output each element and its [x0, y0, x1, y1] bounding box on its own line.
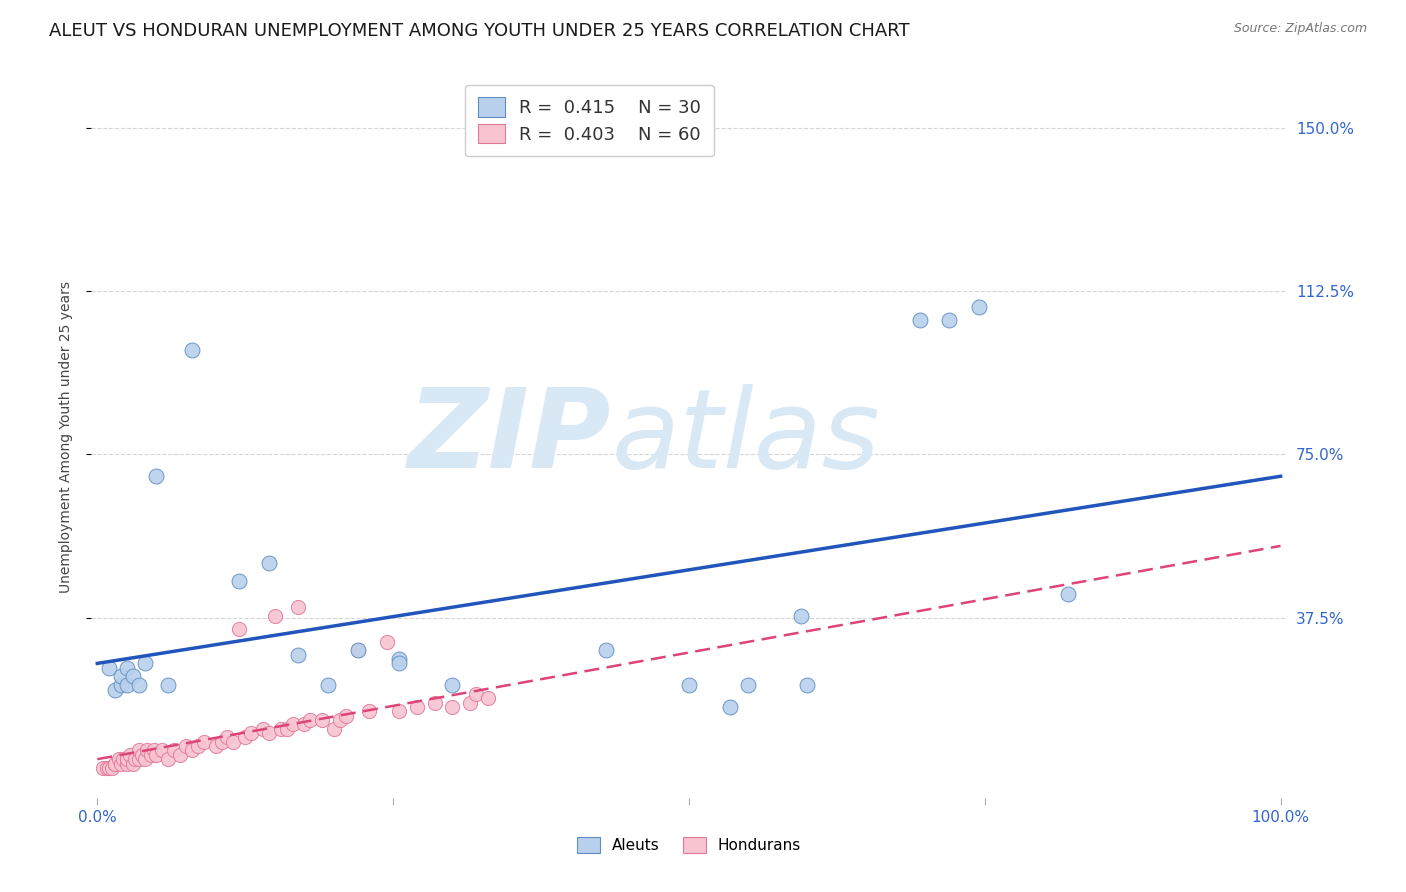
- Point: [678, 678, 700, 692]
- Point: [134, 752, 156, 766]
- Point: [134, 657, 156, 671]
- Point: [145, 469, 167, 483]
- Point: [157, 752, 180, 766]
- Point: [121, 756, 143, 771]
- Point: [181, 743, 204, 757]
- Point: [228, 622, 250, 636]
- Point: [98, 761, 121, 775]
- Legend: Aleuts, Hondurans: Aleuts, Hondurans: [571, 830, 807, 859]
- Point: [1056, 587, 1078, 601]
- Point: [281, 717, 304, 731]
- Point: [477, 691, 499, 706]
- Point: [150, 743, 173, 757]
- Point: [287, 599, 309, 614]
- Point: [222, 735, 245, 749]
- Point: [346, 643, 368, 657]
- Point: [115, 752, 138, 766]
- Point: [124, 752, 146, 766]
- Point: [139, 747, 162, 762]
- Point: [121, 669, 143, 683]
- Text: ZIP: ZIP: [408, 384, 612, 491]
- Point: [143, 743, 166, 757]
- Point: [157, 678, 180, 692]
- Point: [240, 726, 263, 740]
- Text: ALEUT VS HONDURAN UNEMPLOYMENT AMONG YOUTH UNDER 25 YEARS CORRELATION CHART: ALEUT VS HONDURAN UNEMPLOYMENT AMONG YOU…: [49, 22, 910, 40]
- Point: [329, 713, 352, 727]
- Point: [91, 761, 114, 775]
- Point: [211, 735, 233, 749]
- Point: [131, 747, 153, 762]
- Point: [388, 657, 411, 671]
- Point: [136, 743, 159, 757]
- Point: [145, 747, 167, 762]
- Point: [163, 743, 186, 757]
- Point: [110, 678, 132, 692]
- Point: [128, 752, 150, 766]
- Point: [790, 608, 813, 623]
- Point: [595, 643, 617, 657]
- Point: [107, 752, 129, 766]
- Point: [257, 726, 280, 740]
- Point: [252, 722, 274, 736]
- Point: [104, 756, 127, 771]
- Point: [193, 735, 215, 749]
- Point: [100, 761, 122, 775]
- Point: [228, 574, 250, 588]
- Point: [441, 678, 464, 692]
- Point: [388, 652, 411, 666]
- Point: [174, 739, 197, 753]
- Point: [98, 661, 121, 675]
- Point: [257, 557, 280, 571]
- Point: [388, 704, 411, 718]
- Point: [299, 713, 322, 727]
- Point: [465, 687, 488, 701]
- Point: [181, 343, 204, 357]
- Point: [375, 634, 398, 648]
- Point: [423, 696, 446, 710]
- Point: [908, 312, 931, 326]
- Y-axis label: Unemployment Among Youth under 25 years: Unemployment Among Youth under 25 years: [59, 281, 73, 593]
- Point: [128, 678, 150, 692]
- Point: [441, 700, 464, 714]
- Point: [458, 696, 481, 710]
- Point: [270, 722, 292, 736]
- Point: [316, 678, 339, 692]
- Point: [967, 300, 990, 314]
- Point: [110, 669, 132, 683]
- Point: [120, 747, 142, 762]
- Point: [233, 731, 256, 745]
- Point: [104, 682, 127, 697]
- Point: [204, 739, 226, 753]
- Text: atlas: atlas: [612, 384, 880, 491]
- Point: [405, 700, 427, 714]
- Point: [346, 643, 368, 657]
- Point: [323, 722, 346, 736]
- Point: [276, 722, 298, 736]
- Point: [128, 743, 150, 757]
- Point: [311, 713, 333, 727]
- Point: [335, 708, 357, 723]
- Point: [115, 661, 138, 675]
- Point: [287, 648, 309, 662]
- Point: [359, 704, 381, 718]
- Point: [737, 678, 759, 692]
- Point: [115, 678, 138, 692]
- Point: [938, 312, 960, 326]
- Point: [263, 608, 285, 623]
- Point: [96, 761, 118, 775]
- Text: Source: ZipAtlas.com: Source: ZipAtlas.com: [1233, 22, 1367, 36]
- Point: [104, 756, 127, 771]
- Point: [112, 752, 135, 766]
- Point: [718, 700, 741, 714]
- Point: [115, 756, 138, 771]
- Point: [292, 717, 315, 731]
- Point: [796, 678, 818, 692]
- Point: [110, 756, 132, 771]
- Point: [217, 731, 239, 745]
- Point: [169, 747, 191, 762]
- Point: [187, 739, 209, 753]
